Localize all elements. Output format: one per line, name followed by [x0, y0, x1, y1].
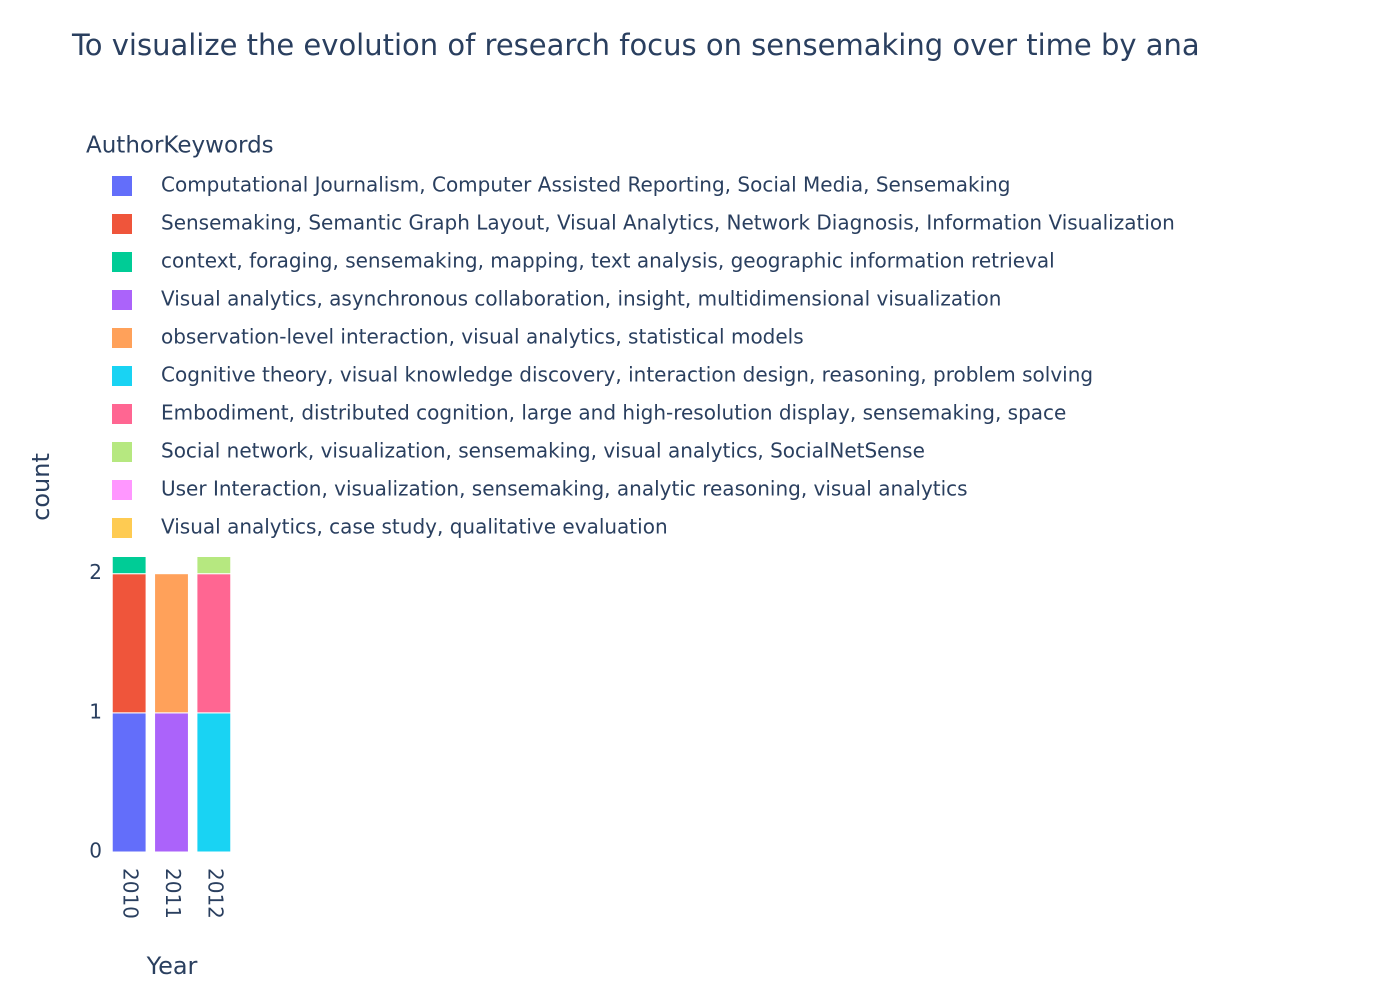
legend-swatch: [112, 404, 132, 424]
legend-label: User Interaction, visualization, sensema…: [161, 477, 968, 501]
x-tick-label: 2011: [161, 868, 185, 919]
legend-swatch: [112, 480, 132, 500]
y-tick-label: 2: [89, 560, 102, 584]
legend-swatch: [112, 252, 132, 272]
bar-segment: [154, 573, 189, 714]
chart-title: To visualize the evolution of research f…: [71, 28, 1200, 62]
legend-swatch: [112, 214, 132, 234]
bar-segment: [111, 712, 147, 853]
legend-label: context, foraging, sensemaking, mapping,…: [161, 249, 1055, 273]
bar-segment: [196, 557, 232, 575]
bar-segment: [196, 573, 232, 714]
legend-swatch: [112, 366, 132, 386]
legend-swatch: [112, 176, 132, 196]
legend-label: Computational Journalism, Computer Assis…: [161, 173, 1010, 197]
legend-label: Embodiment, distributed cognition, large…: [161, 401, 1066, 425]
y-tick-label: 0: [89, 839, 102, 863]
legend-label: Social network, visualization, sensemaki…: [161, 439, 925, 463]
legend-label: Cognitive theory, visual knowledge disco…: [161, 363, 1093, 387]
bar-segment: [196, 712, 232, 853]
x-axis-title: Year: [146, 952, 198, 980]
x-tick-label: 2010: [119, 868, 143, 919]
legend-swatch: [112, 328, 132, 348]
bar-segment: [111, 573, 147, 714]
legend-title: AuthorKeywords: [86, 133, 274, 159]
bar-segment: [154, 712, 189, 853]
x-tick-label: 2012: [203, 868, 227, 919]
bar-segment: [111, 557, 147, 575]
bars: [111, 557, 232, 853]
legend-label: Visual analytics, asynchronous collabora…: [161, 287, 1001, 311]
legend-label: Sensemaking, Semantic Graph Layout, Visu…: [161, 211, 1175, 235]
legend-swatch: [112, 442, 132, 462]
legend-swatch: [112, 290, 132, 310]
legend-label: observation-level interaction, visual an…: [161, 325, 804, 349]
legend-swatch: [112, 518, 132, 538]
y-axis-title: count: [27, 453, 55, 521]
y-tick-label: 1: [89, 699, 102, 723]
legend-label: Visual analytics, case study, qualitativ…: [161, 515, 668, 539]
